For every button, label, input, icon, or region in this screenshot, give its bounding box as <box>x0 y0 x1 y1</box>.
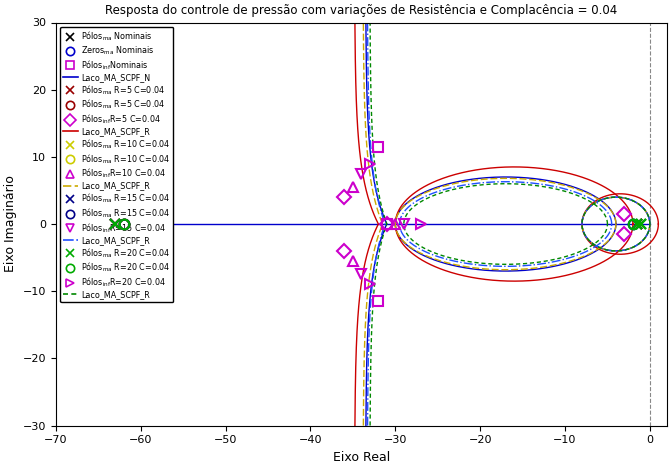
X-axis label: Eixo Real: Eixo Real <box>333 451 390 464</box>
Title: Resposta do controle de pressão com variações de Resistência e Complacência = 0.: Resposta do controle de pressão com vari… <box>105 4 617 17</box>
Legend: Pólos$_\mathregular{ma}$ Nominais, Zeros$_\mathregular{ma}$ Nominais, Pólos$_\ma: Pólos$_\mathregular{ma}$ Nominais, Zeros… <box>60 27 174 302</box>
Y-axis label: Eixo Imaginário: Eixo Imaginário <box>4 176 17 272</box>
